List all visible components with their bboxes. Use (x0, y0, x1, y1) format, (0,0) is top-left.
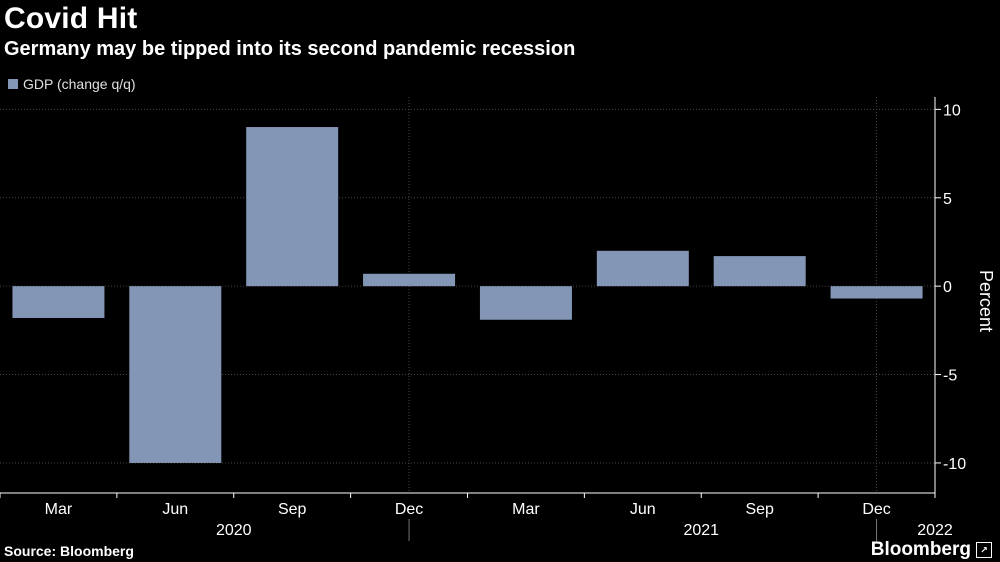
chart-subtitle: Germany may be tipped into its second pa… (4, 38, 576, 60)
external-link-icon: ↗ (976, 542, 992, 558)
x-tick-label: Dec (395, 501, 423, 518)
bar-dec-3 (363, 273, 456, 287)
x-tick-label: Sep (745, 501, 774, 518)
y-tick-label: -10 (943, 456, 966, 473)
legend-label: GDP (change q/q) (23, 76, 136, 92)
bar-sep-2 (246, 127, 339, 287)
bar-jun-5 (596, 250, 689, 287)
bar-mar-0 (12, 286, 105, 318)
y-tick-label: 0 (943, 279, 952, 296)
chart-title: Covid Hit (4, 2, 138, 35)
x-tick-label: Dec (862, 501, 890, 518)
source-note: Source: Bloomberg (4, 543, 134, 559)
y-axis-title: Percent (976, 270, 996, 332)
y-tick-label: 10 (943, 102, 961, 119)
year-label: 2021 (683, 522, 719, 539)
year-label: 2020 (216, 522, 252, 539)
legend-swatch (8, 79, 18, 89)
x-tick-label: Jun (630, 501, 656, 518)
bar-mar-4 (479, 286, 572, 320)
brand-label: Bloomberg (870, 539, 971, 560)
bar-sep-6 (713, 256, 806, 287)
x-tick-label: Sep (278, 501, 307, 518)
x-tick-label: Mar (45, 501, 73, 518)
bar-dec-7 (830, 286, 923, 299)
bloomberg-logo: Bloomberg ↗ (871, 539, 992, 561)
y-tick-label: -5 (943, 368, 957, 385)
legend: GDP (change q/q) (8, 76, 136, 92)
bar-jun-1 (129, 286, 222, 463)
y-tick-label: 5 (943, 191, 952, 208)
year-label: 2022 (917, 522, 953, 539)
x-tick-label: Jun (162, 501, 188, 518)
x-tick-label: Mar (512, 501, 540, 518)
